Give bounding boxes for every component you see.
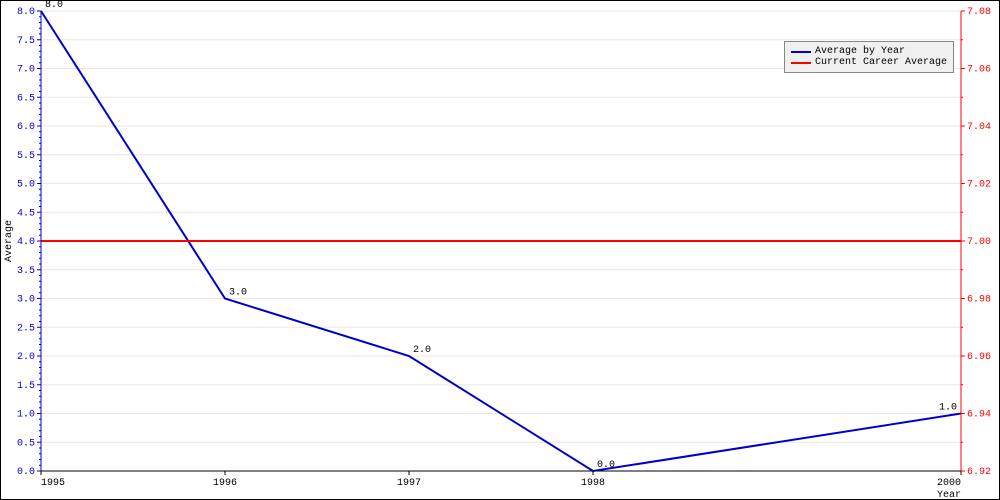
svg-text:2000: 2000: [937, 478, 961, 489]
svg-text:5.0: 5.0: [17, 180, 35, 191]
svg-text:7.04: 7.04: [967, 122, 991, 133]
svg-text:7.06: 7.06: [967, 65, 991, 76]
legend-label: Current Career Average: [815, 57, 947, 68]
svg-text:1997: 1997: [397, 478, 421, 489]
svg-text:6.98: 6.98: [967, 295, 991, 306]
svg-text:1998: 1998: [581, 478, 605, 489]
svg-text:7.00: 7.00: [967, 237, 991, 248]
svg-text:0.5: 0.5: [17, 438, 35, 449]
legend-swatch: [791, 51, 811, 53]
svg-text:4.5: 4.5: [17, 208, 35, 219]
legend-label: Average by Year: [815, 46, 905, 57]
line-chart: 8.0 3.0 2.0 0.0 1.0 1995 1996 1997 1998 2000Year 0…: [0, 0, 1000, 500]
svg-text:1.0: 1.0: [939, 403, 957, 414]
svg-text:3.5: 3.5: [17, 266, 35, 277]
svg-text:0.0: 0.0: [597, 460, 615, 471]
svg-text:1.5: 1.5: [17, 381, 35, 392]
svg-text:6.96: 6.96: [967, 352, 991, 363]
svg-text:5.5: 5.5: [17, 151, 35, 162]
svg-text:0.0: 0.0: [17, 467, 35, 478]
svg-text:6.5: 6.5: [17, 93, 35, 104]
svg-text:7.08: 7.08: [967, 7, 991, 18]
chart-svg: 8.0 3.0 2.0 0.0 1.0 1995 1996 1997 1998 2000Year 0…: [1, 1, 999, 499]
svg-text:1996: 1996: [213, 478, 237, 489]
svg-text:7.5: 7.5: [17, 36, 35, 47]
svg-text:2.0: 2.0: [413, 345, 431, 356]
svg-text:8.0: 8.0: [17, 7, 35, 18]
svg-text:Average: Average: [4, 220, 15, 262]
svg-text:8.0: 8.0: [45, 1, 63, 11]
svg-text:2.5: 2.5: [17, 323, 35, 334]
svg-text:1995: 1995: [41, 478, 65, 489]
svg-text:6.0: 6.0: [17, 122, 35, 133]
legend-swatch: [791, 62, 811, 64]
chart-legend: Average by YearCurrent Career Average: [784, 41, 954, 73]
svg-text:3.0: 3.0: [17, 295, 35, 306]
svg-text:6.92: 6.92: [967, 467, 991, 478]
svg-text:Year: Year: [937, 490, 961, 499]
svg-text:3.0: 3.0: [229, 288, 247, 299]
svg-text:2.0: 2.0: [17, 352, 35, 363]
svg-text:7.02: 7.02: [967, 180, 991, 191]
svg-text:4.0: 4.0: [17, 237, 35, 248]
legend-item: Average by Year: [791, 46, 947, 57]
svg-text:7.0: 7.0: [17, 65, 35, 76]
svg-text:1.0: 1.0: [17, 410, 35, 421]
svg-text:6.94: 6.94: [967, 410, 991, 421]
legend-item: Current Career Average: [791, 57, 947, 68]
